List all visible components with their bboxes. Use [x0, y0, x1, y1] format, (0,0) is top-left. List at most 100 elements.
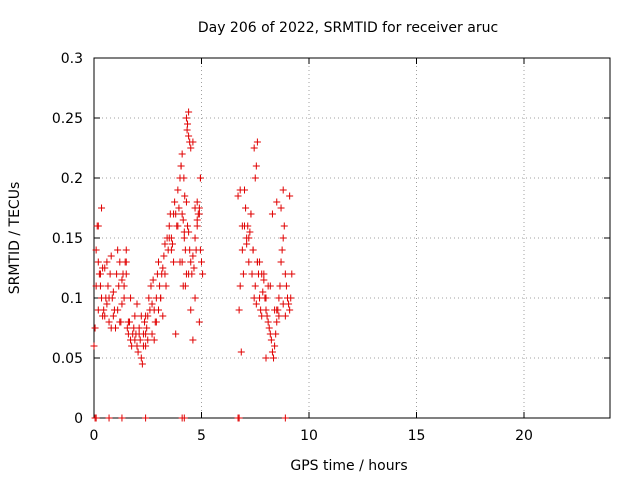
data-point — [134, 348, 142, 356]
data-point — [135, 324, 143, 332]
data-point — [184, 222, 192, 230]
data-point — [114, 306, 122, 314]
data-point — [143, 324, 151, 332]
data-point — [142, 312, 150, 320]
x-axis-label: GPS time / hours — [290, 458, 407, 474]
data-point — [199, 270, 207, 278]
data-point — [262, 306, 270, 314]
data-point — [104, 282, 112, 290]
y-tick-label: 0.3 — [61, 51, 83, 67]
data-point — [94, 258, 102, 266]
data-point — [247, 210, 255, 218]
data-point — [116, 318, 124, 326]
data-point — [107, 324, 115, 332]
axis-tick-labels: 0 0.05 0.1 0.15 0.2 0.25 0.3 0 5 10 15 20 — [52, 51, 533, 444]
data-point — [193, 198, 201, 206]
data-point — [174, 222, 182, 230]
data-point — [101, 264, 109, 272]
data-point — [155, 258, 162, 266]
data-point — [189, 336, 197, 344]
data-point — [137, 354, 145, 362]
data-point — [133, 342, 141, 350]
data-point — [241, 186, 248, 194]
data-point — [131, 312, 139, 320]
data-point — [281, 270, 289, 278]
data-point — [107, 252, 115, 260]
data-point — [179, 216, 187, 224]
data-point — [273, 198, 281, 206]
data-point — [155, 306, 162, 314]
data-point — [113, 270, 121, 278]
data-point — [105, 414, 113, 422]
data-point — [279, 186, 287, 194]
data-point — [167, 246, 175, 254]
data-point — [268, 210, 276, 218]
data-point — [263, 312, 271, 320]
data-point — [124, 318, 132, 326]
data-point — [171, 198, 179, 206]
data-point — [262, 354, 270, 362]
data-point — [180, 174, 188, 182]
data-point — [98, 204, 106, 212]
y-tick-label: 0.05 — [52, 351, 83, 367]
data-point — [186, 246, 194, 254]
data-point — [159, 264, 167, 272]
data-point — [284, 294, 291, 302]
data-point — [147, 282, 155, 290]
data-point — [183, 126, 191, 134]
data-point — [170, 258, 178, 266]
data-point — [238, 246, 246, 254]
data-point — [92, 414, 100, 422]
data-point — [172, 330, 180, 338]
data-point — [160, 252, 168, 260]
data-point — [288, 270, 296, 278]
data-point — [122, 270, 130, 278]
data-point — [248, 270, 256, 278]
data-point — [174, 186, 182, 194]
data-point — [149, 276, 157, 284]
data-point — [122, 246, 130, 254]
data-point — [286, 192, 294, 200]
data-point — [135, 330, 143, 338]
data-point — [256, 258, 264, 266]
y-tick-label: 0.15 — [52, 231, 83, 247]
data-point — [177, 162, 185, 170]
data-point — [161, 240, 169, 248]
data-point — [235, 306, 243, 314]
data-point — [99, 312, 107, 320]
data-point — [242, 204, 250, 212]
data-point — [268, 348, 276, 356]
data-point — [270, 354, 278, 362]
x-tick-label: 5 — [197, 428, 206, 444]
data-point — [180, 228, 188, 236]
data-point — [94, 222, 102, 230]
data-point — [176, 258, 184, 266]
data-point — [162, 282, 170, 290]
y-tick-label: 0 — [74, 411, 83, 427]
data-point — [181, 192, 189, 200]
data-point — [195, 318, 203, 326]
data-point — [275, 312, 283, 320]
data-point — [191, 294, 199, 302]
data-point — [170, 210, 178, 218]
data-point — [187, 306, 195, 314]
data-point — [273, 318, 281, 326]
data-point — [150, 336, 158, 344]
data-point — [272, 330, 280, 338]
data-point — [127, 294, 135, 302]
data-point — [159, 312, 167, 320]
data-point — [239, 270, 247, 278]
data-point — [148, 330, 156, 338]
data-point — [281, 312, 289, 320]
data-point — [94, 306, 102, 314]
data-point — [189, 138, 197, 146]
data-point — [279, 234, 287, 242]
data-point — [118, 276, 126, 284]
data-point — [118, 300, 126, 308]
data-point — [145, 294, 153, 302]
data-point — [184, 120, 192, 128]
x-tick-label: 15 — [408, 428, 426, 444]
data-point — [91, 324, 99, 332]
data-point — [185, 108, 193, 116]
